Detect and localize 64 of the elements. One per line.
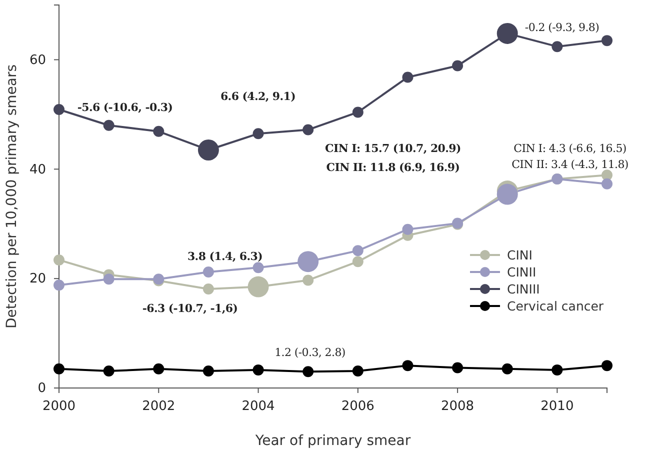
point [202,283,214,294]
point [402,360,414,372]
point [252,128,264,140]
point [54,363,64,374]
point [252,262,264,274]
x-tick-label: 2002 [142,399,176,414]
point [198,139,219,160]
point [302,274,314,286]
legend-label: CINI [507,247,532,262]
annotation: CIN I: 15.7 (10.7, 20.9) [325,142,462,155]
point [202,366,214,377]
point [153,363,164,374]
point [202,266,214,278]
x-tick-label: 2006 [341,399,374,414]
annotation: -0.2 (-9.3, 9.8) [524,20,600,34]
y-tick-label: 40 [29,162,46,178]
annotation: 3.8 (1.4, 6.3) [187,250,263,263]
point [352,256,364,268]
point [103,366,114,377]
x-tick-label: 2008 [441,399,474,414]
x-axis-title: Year of primary smear [254,433,411,449]
point [452,60,464,72]
y-tick-label: 0 [38,381,46,396]
point [248,276,269,298]
y-tick-label: 60 [29,52,46,68]
point [402,72,414,83]
x-tick-label: 2010 [540,399,574,414]
point [153,126,164,137]
point [302,124,314,136]
point [452,362,464,374]
point [502,363,513,374]
point [496,22,518,44]
point [54,104,64,116]
point [352,106,364,118]
annotation: -5.6 (-10.6, -0.3) [77,100,173,114]
point [252,364,264,376]
annotation: 6.6 (4.2, 9.1) [220,90,296,103]
point [602,360,612,372]
point [298,251,319,272]
annotation: CIN II: 11.8 (6.9, 16.9) [326,160,460,174]
point [54,280,64,291]
point [103,120,114,131]
point [402,224,414,235]
point [352,245,364,256]
annotation: -6.3 (-10.7, -1,6) [142,302,238,315]
point [602,178,612,190]
x-tick-label: 2000 [42,399,76,414]
point [552,364,563,376]
annotation: CIN II: 3.4 (-4.3, 11.8) [512,158,628,171]
point [302,366,314,378]
point [552,41,563,52]
point [54,254,64,266]
x-tick-label: 2004 [242,399,275,414]
y-tick-label: 20 [29,272,46,287]
legend-label: CINII [507,264,536,280]
point [602,170,612,181]
point [352,366,364,377]
legend-label: Cervical cancer [507,298,604,314]
annotation: CIN I: 4.3 (-6.6, 16.5) [514,142,626,155]
legend-label: CINIII [507,281,540,296]
y-axis-title: Detection per 10,000 primary smears [4,64,20,329]
point [602,35,612,46]
point [103,274,114,285]
annotation: 1.2 (-0.3, 2.8) [274,346,346,359]
